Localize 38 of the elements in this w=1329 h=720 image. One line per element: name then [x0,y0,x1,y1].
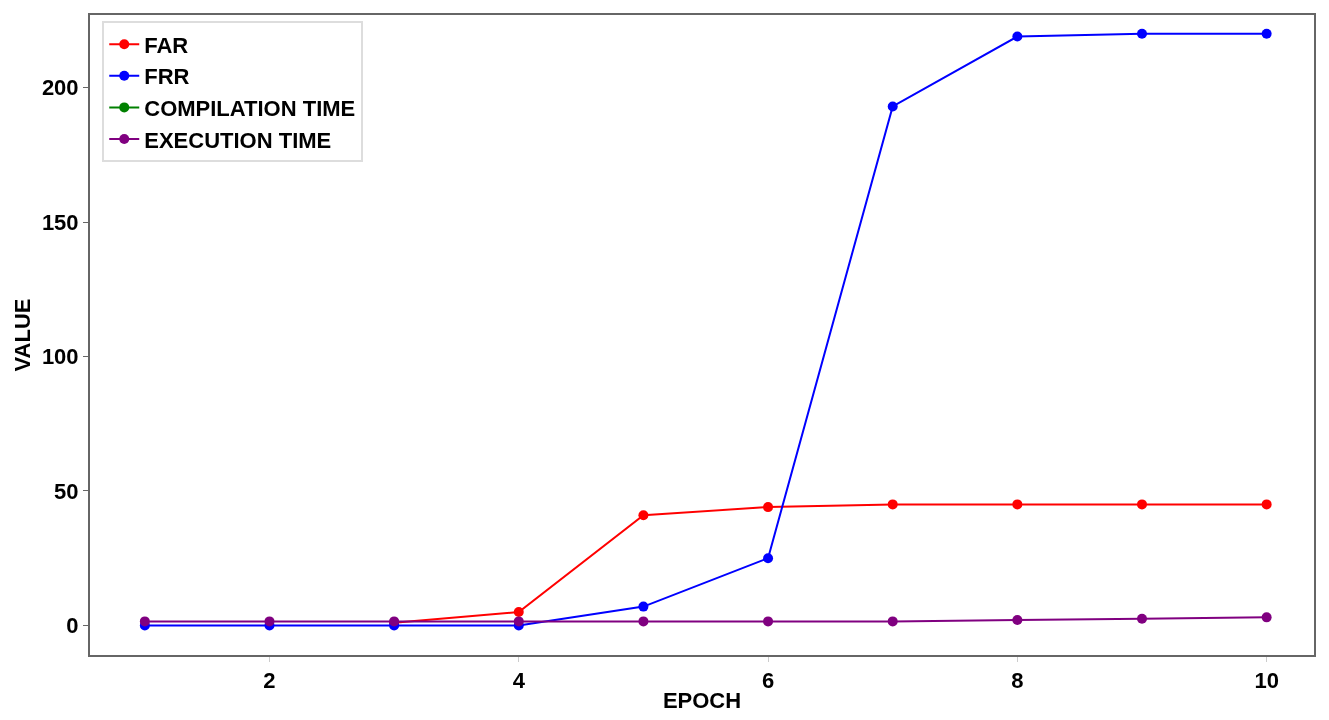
point [264,616,275,627]
point [638,510,649,521]
x-axis-title: EPOCH [662,687,742,713]
point [1136,499,1147,510]
point [1261,28,1272,39]
point [1136,613,1147,624]
y-axis-title: VALUE [10,298,36,372]
y-tick-label: 0 [66,613,79,639]
point [763,502,774,513]
point [638,616,649,627]
point [763,616,774,627]
point [1012,31,1023,42]
point [887,101,898,112]
point [1012,615,1023,626]
point [139,616,150,627]
x-tick-label: 2 [263,668,276,694]
legend-label: FRR [144,64,190,90]
legend-label: FAR [144,32,189,58]
point [1261,612,1272,623]
point [1136,28,1147,39]
y-tick-label: 200 [41,75,79,101]
point [513,606,524,617]
x-tick-label: 10 [1254,668,1279,694]
legend-label: COMPILATION TIME [144,95,356,121]
point [887,616,898,627]
legend-label: EXECUTION TIME [144,127,332,153]
point [638,601,649,612]
y-tick-label: 50 [54,478,79,504]
x-tick-label: 6 [761,668,775,694]
point [763,553,774,564]
point [1012,499,1023,510]
x-tick-label: 4 [512,668,526,694]
y-tick-label: 150 [41,209,79,235]
point [887,499,898,510]
point [513,616,524,627]
point [1261,499,1272,510]
y-tick-label: 100 [41,344,79,370]
x-tick-label: 8 [1011,668,1024,694]
